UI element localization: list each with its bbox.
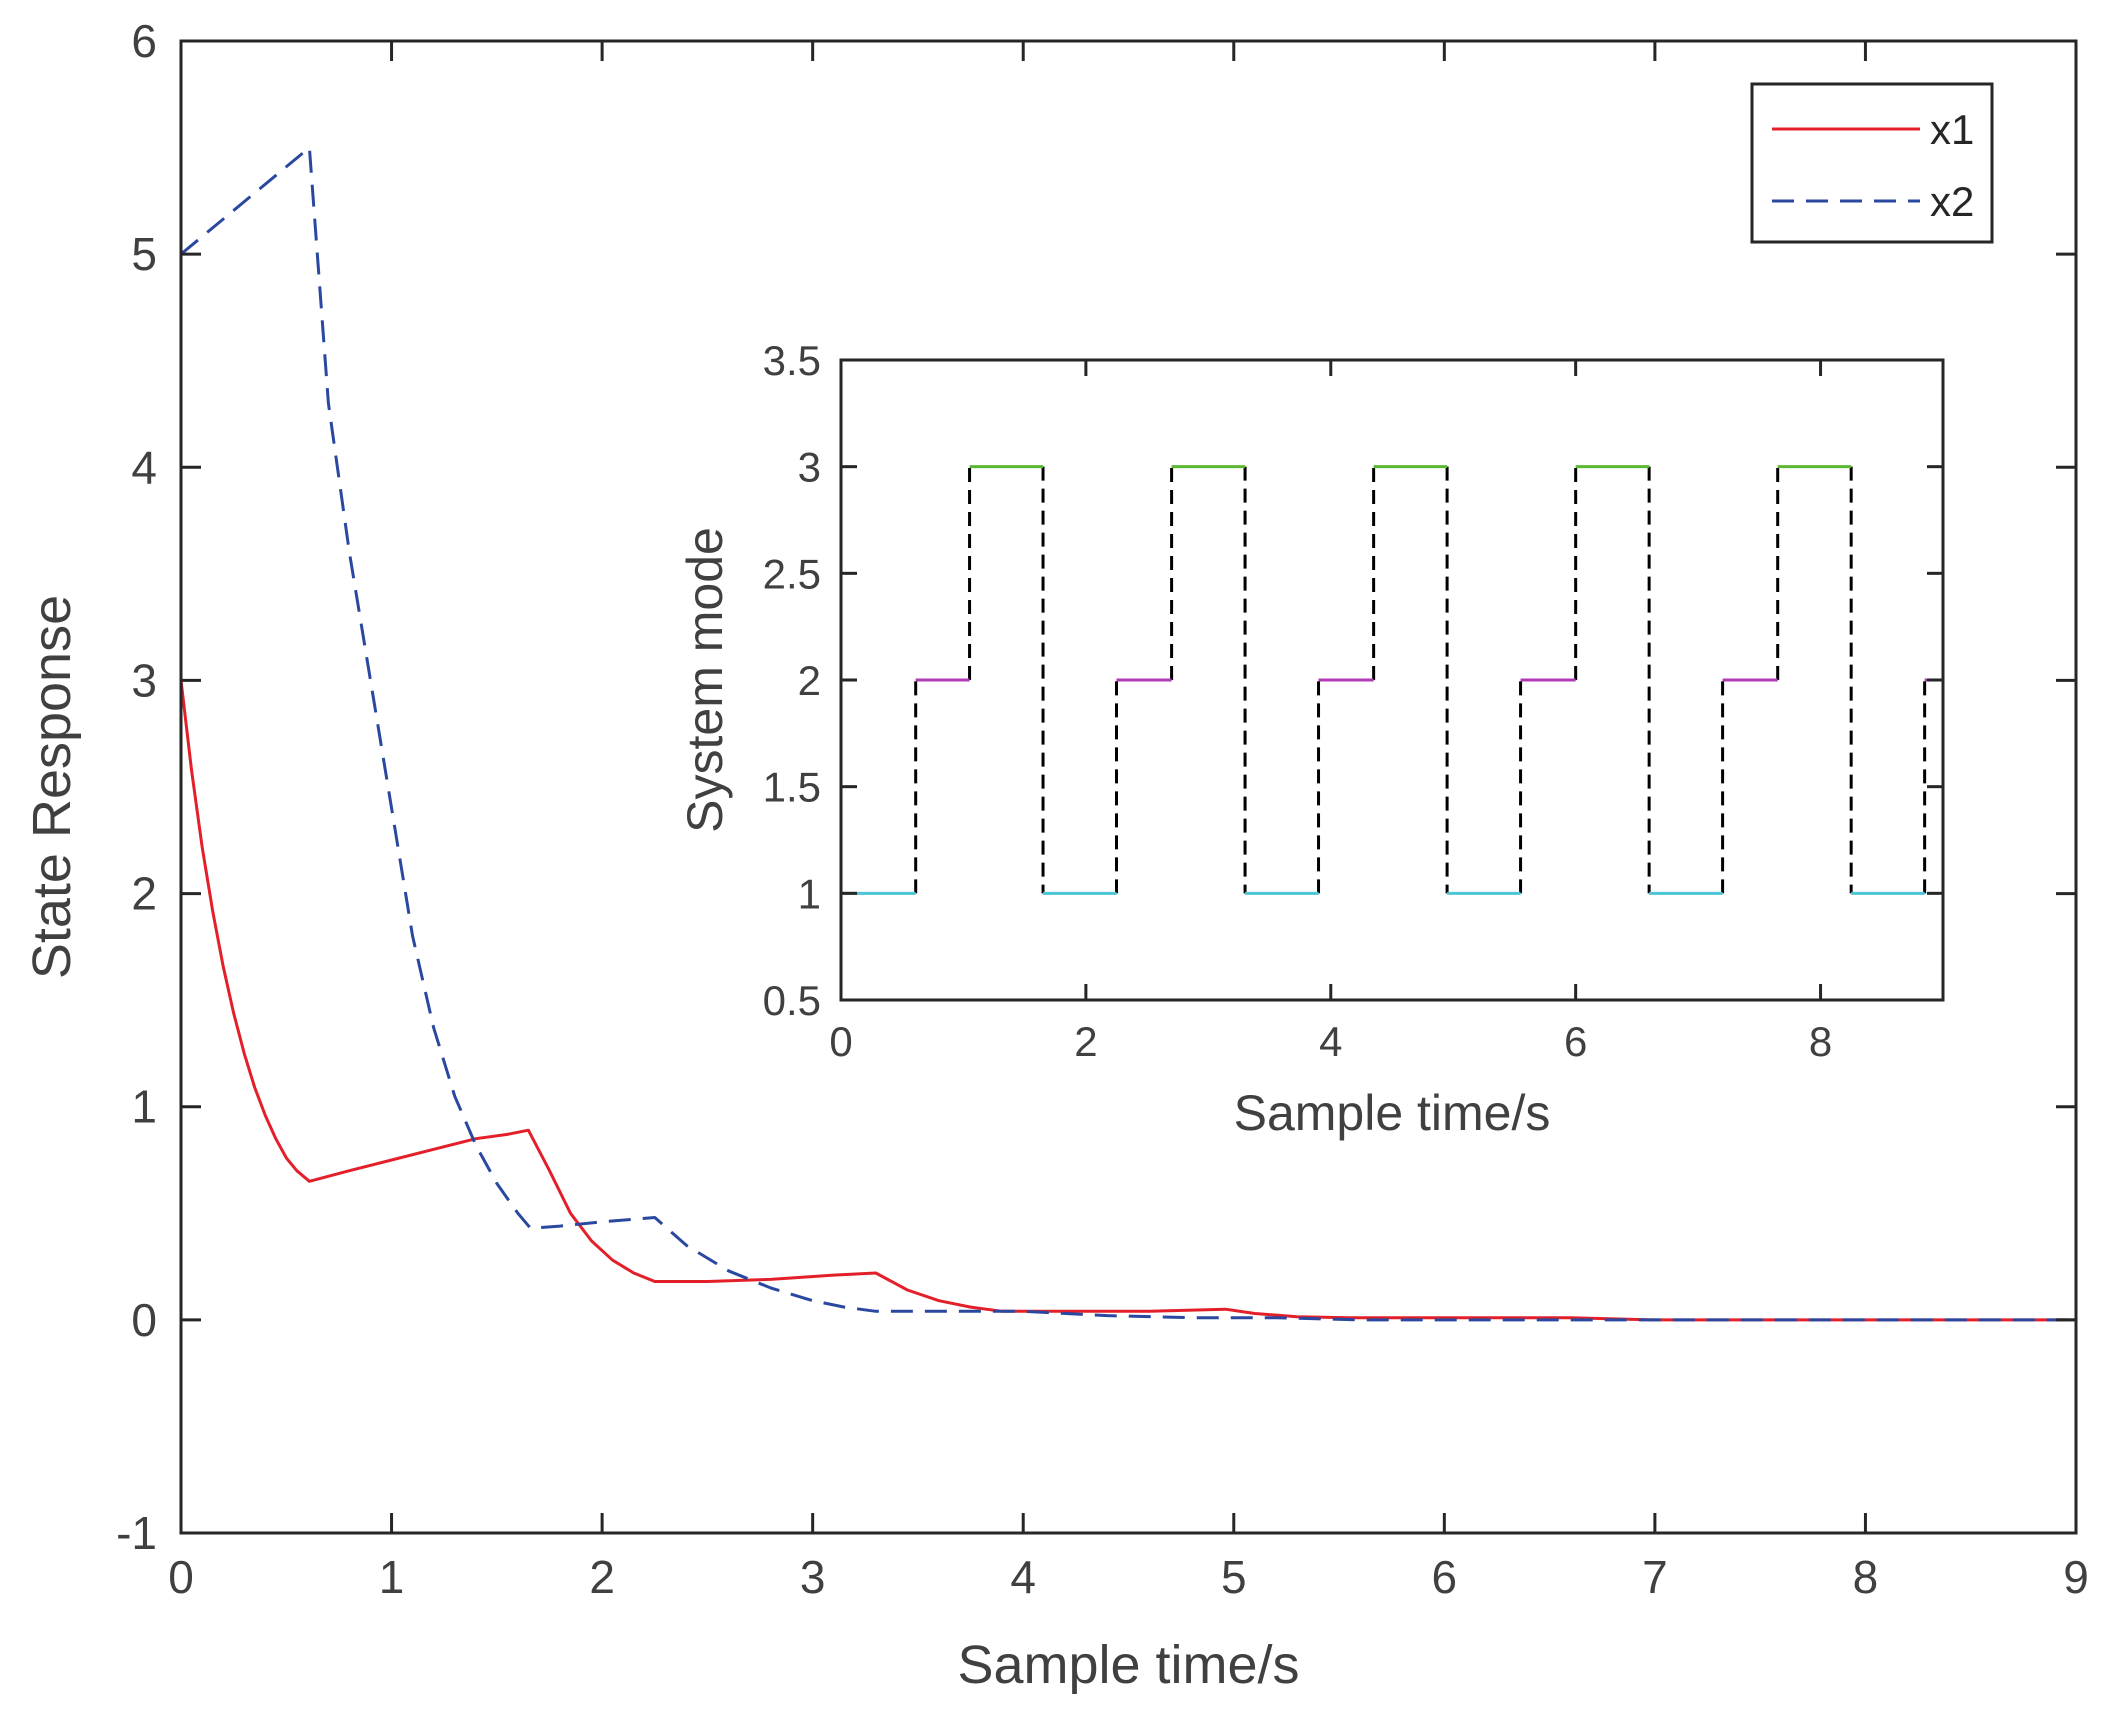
main-y-tick-label: 5 bbox=[131, 228, 157, 280]
inset-ticks-group: 0 2 4 6 8 0.5 1 1.5 2 2.5 3 3.5 bbox=[763, 337, 1943, 1065]
legend: x1 x2 bbox=[1750, 82, 1994, 244]
main-x-tick-label: 3 bbox=[800, 1551, 826, 1603]
inset-y-tick-label: 0.5 bbox=[763, 977, 821, 1024]
inset-y-axis-label: System mode bbox=[677, 527, 733, 833]
inset-x-axis-label: Sample time/s bbox=[1234, 1085, 1551, 1141]
main-x-tick-label: 5 bbox=[1221, 1551, 1247, 1603]
main-x-axis-label: Sample time/s bbox=[957, 1635, 1299, 1695]
inset-y-tick-label: 3.5 bbox=[763, 337, 821, 384]
main-y-tick-label: 6 bbox=[131, 15, 157, 67]
legend-label-x1: x1 bbox=[1930, 106, 1974, 153]
inset-chart: 0 2 4 6 8 0.5 1 1.5 2 2.5 3 3.5 Sample time/s Syste… bbox=[677, 337, 1945, 1141]
legend-label-x2: x2 bbox=[1930, 178, 1974, 225]
inset-x-tick-label: 6 bbox=[1564, 1018, 1587, 1065]
inset-x-tick-label: 2 bbox=[1074, 1018, 1097, 1065]
main-y-tick-label: -1 bbox=[116, 1507, 157, 1559]
main-y-axis-label: State Response bbox=[22, 595, 82, 979]
main-x-tick-label: 8 bbox=[1853, 1551, 1879, 1603]
inset-y-tick-label: 2.5 bbox=[763, 550, 821, 597]
inset-x-tick-label: 8 bbox=[1809, 1018, 1832, 1065]
main-x-tick-label: 7 bbox=[1642, 1551, 1668, 1603]
main-x-tick-label: 6 bbox=[1432, 1551, 1458, 1603]
main-x-tick-label: 2 bbox=[589, 1551, 615, 1603]
inset-y-tick-label: 3 bbox=[798, 444, 821, 491]
main-series-group bbox=[179, 146, 2076, 1322]
main-y-tick-label: 4 bbox=[131, 441, 157, 493]
main-y-tick-label: 0 bbox=[131, 1294, 157, 1346]
series-line-x1 bbox=[179, 680, 2076, 1322]
main-axes-box bbox=[179, 39, 2078, 1535]
main-x-tick-label: 4 bbox=[1010, 1551, 1036, 1603]
main-y-tick-label: 3 bbox=[131, 654, 157, 706]
inset-x-tick-label: 0 bbox=[829, 1018, 852, 1065]
legend-box bbox=[1750, 82, 1994, 244]
main-x-tick-label: 1 bbox=[379, 1551, 405, 1603]
main-x-tick-label: 9 bbox=[2063, 1551, 2089, 1603]
inset-x-tick-label: 4 bbox=[1319, 1018, 1342, 1065]
main-x-tick-label: 0 bbox=[168, 1551, 194, 1603]
main-y-tick-label: 2 bbox=[131, 868, 157, 920]
inset-y-tick-label: 2 bbox=[798, 657, 821, 704]
series-line-x2 bbox=[180, 146, 2076, 1322]
inset-y-tick-label: 1 bbox=[798, 870, 821, 917]
main-y-tick-label: 1 bbox=[131, 1081, 157, 1133]
inset-y-tick-label: 1.5 bbox=[763, 764, 821, 811]
